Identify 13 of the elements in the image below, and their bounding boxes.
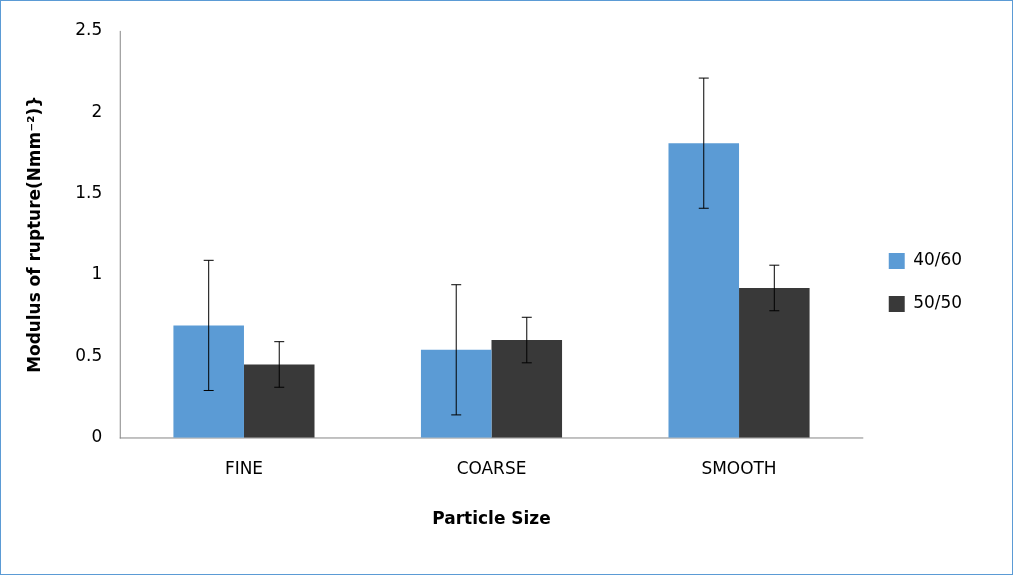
y-tick-label: 0: [91, 426, 103, 447]
y-tick-label: 2: [91, 100, 103, 121]
y-axis-title: Modulus of rupture(Nmm⁻²)}: [23, 95, 44, 373]
legend-label: 50/50: [913, 292, 963, 313]
legend-label: 40/60: [913, 249, 963, 270]
x-tick-label: FINE: [224, 458, 264, 479]
x-tick-label: COARSE: [456, 458, 527, 479]
y-tick-label: 1: [91, 263, 103, 284]
y-tick-label: 2.5: [75, 19, 103, 40]
y-tick-label: 0.5: [75, 344, 103, 365]
y-tick-label: 1.5: [75, 182, 103, 203]
x-axis-title: Particle Size: [432, 508, 551, 529]
x-tick-label: SMOOTH: [701, 458, 777, 479]
